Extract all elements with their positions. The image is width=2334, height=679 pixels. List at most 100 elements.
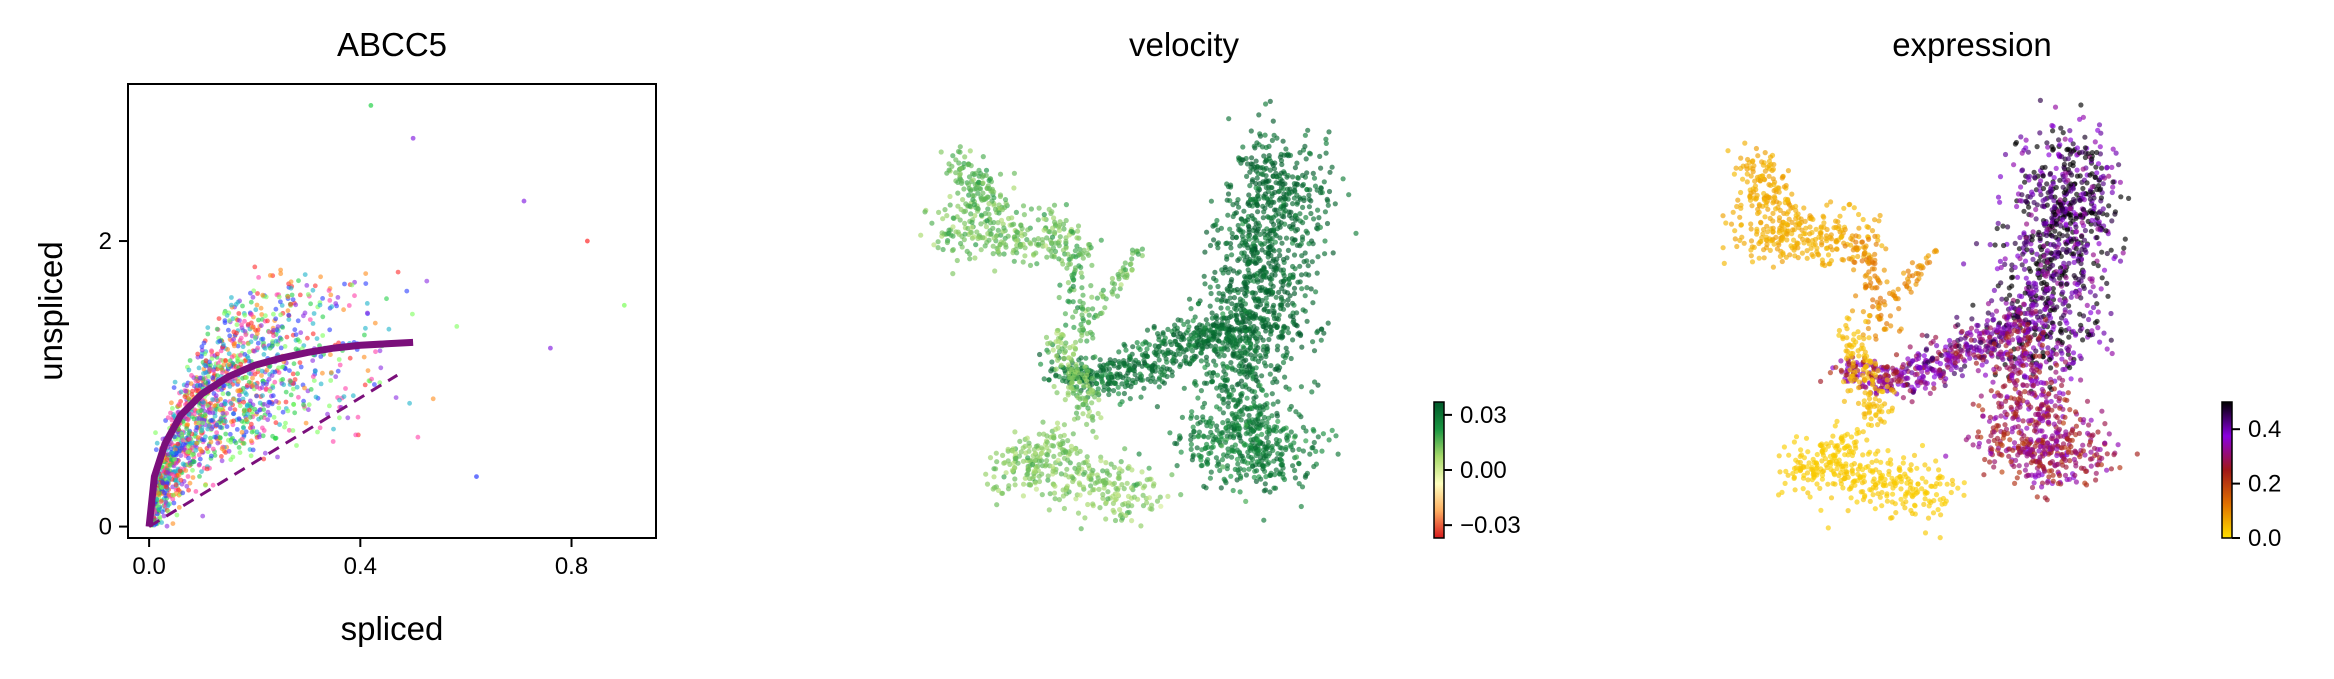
embedding-point [1242, 324, 1248, 330]
embedding-point [2052, 104, 2059, 110]
phase-point [310, 287, 316, 293]
embedding-point [1089, 375, 1095, 381]
embedding-point [1075, 370, 1081, 376]
embedding-point [2051, 175, 2057, 181]
phase-point [372, 382, 377, 387]
phase-point [295, 371, 300, 377]
embedding-point [1264, 317, 1270, 323]
embedding-point [1025, 227, 1031, 233]
embedding-point [987, 455, 994, 461]
embedding-point [1332, 201, 1338, 207]
embedding-point [1226, 323, 1232, 329]
phase-point [215, 440, 221, 446]
embedding-point [963, 201, 969, 207]
embedding-point [1178, 449, 1184, 455]
embedding-point [1117, 286, 1123, 292]
expression-embedding-points [1720, 97, 2140, 541]
phase-point [276, 365, 281, 371]
embedding-point [1222, 383, 1228, 389]
embedding-point [1311, 348, 1318, 354]
embedding-point [1134, 340, 1140, 346]
embedding-point [1236, 449, 1242, 455]
embedding-point [1271, 485, 1277, 491]
embedding-point [1237, 371, 1243, 377]
embedding-point [950, 247, 956, 253]
phase-point [296, 394, 301, 400]
phase-point [236, 388, 242, 394]
embedding-point [1266, 231, 1273, 237]
phase-point [231, 336, 237, 342]
phase-point [237, 403, 243, 409]
embedding-point [1143, 340, 1149, 346]
embedding-point [1122, 267, 1129, 273]
embedding-point [1200, 344, 1206, 350]
embedding-point [2012, 264, 2018, 270]
embedding-point [1027, 482, 1033, 488]
embedding-point [1306, 241, 1312, 247]
embedding-point [995, 248, 1001, 254]
embedding-point [1056, 294, 1062, 301]
phase-point [306, 407, 311, 413]
phase-point [199, 344, 205, 350]
phase-point [246, 349, 252, 355]
embedding-point [2074, 173, 2080, 179]
embedding-point [1235, 319, 1241, 325]
embedding-point [1030, 461, 1036, 468]
embedding-point [1201, 400, 1208, 406]
embedding-point [1197, 419, 1203, 425]
embedding-point [1252, 260, 1259, 266]
phase-point [327, 298, 333, 303]
phase-point [266, 329, 272, 335]
embedding-point [1178, 492, 1184, 498]
embedding-point [918, 232, 924, 238]
phase-point [288, 378, 293, 384]
embedding-point [1086, 462, 1092, 468]
embedding-point [1271, 221, 1277, 228]
embedding-point [1208, 198, 1214, 204]
phase-fit-lines [145, 338, 414, 528]
embedding-point [1340, 176, 1346, 182]
embedding-point [2104, 346, 2110, 352]
embedding-point [1256, 461, 1262, 468]
embedding-point [1214, 427, 1220, 433]
embedding-point [1156, 357, 1162, 363]
embedding-point [1096, 397, 1102, 403]
phase-point [261, 401, 267, 407]
panel-velocity-title: velocity [1129, 26, 1240, 63]
phase-point [263, 313, 268, 319]
embedding-point [1143, 353, 1149, 359]
phase-point [171, 385, 177, 390]
embedding-point [1035, 236, 1041, 242]
embedding-point [1270, 283, 1276, 289]
phase-point [160, 480, 166, 486]
embedding-point [1100, 495, 1106, 501]
phase-point [248, 421, 254, 427]
phase-point [164, 480, 170, 486]
embedding-point [1077, 251, 1083, 257]
embedding-point [1203, 354, 1210, 360]
embedding-point [1064, 466, 1070, 472]
embedding-point [1240, 236, 1246, 243]
embedding-point [1202, 364, 1208, 370]
embedding-point [947, 193, 953, 200]
phase-point [363, 325, 368, 331]
embedding-point [1234, 286, 1240, 293]
embedding-point [1269, 276, 1275, 282]
embedding-point [1222, 326, 1228, 332]
embedding-point [1245, 261, 1252, 267]
plot-frame [127, 83, 657, 539]
embedding-point [1257, 131, 1263, 137]
embedding-point [980, 190, 986, 196]
embedding-point [968, 211, 974, 217]
embedding-point [1224, 466, 1230, 472]
phase-point [298, 330, 304, 336]
embedding-point [1134, 376, 1140, 382]
phase-point [294, 443, 299, 448]
embedding-point [1992, 242, 1998, 248]
embedding-point [1164, 366, 1170, 372]
embedding-point [1139, 253, 1145, 259]
embedding-point [1218, 305, 1224, 311]
embedding-point [1317, 224, 1323, 230]
embedding-point [1256, 255, 1262, 261]
embedding-point [2108, 337, 2114, 343]
